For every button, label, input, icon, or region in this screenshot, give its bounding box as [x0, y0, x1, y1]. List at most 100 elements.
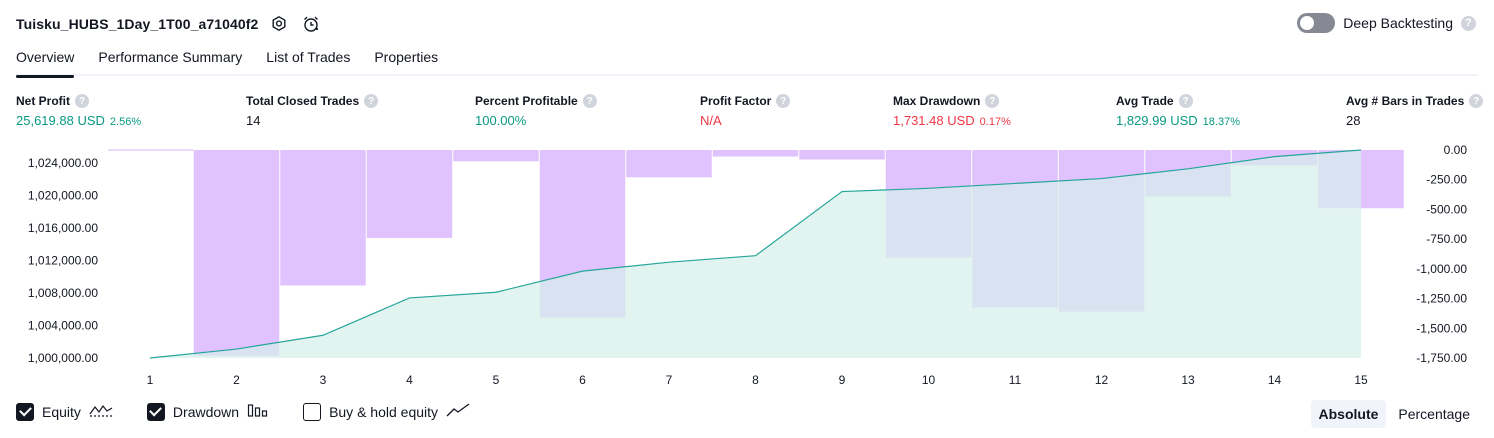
drawdown-bar[interactable] — [453, 150, 539, 162]
right-tick-label: -500.00 — [1426, 202, 1467, 216]
right-tick-label: -1,750.00 — [1416, 351, 1467, 365]
drawdown-bar[interactable] — [799, 150, 885, 160]
help-icon[interactable]: ? — [75, 94, 89, 108]
metrics-bar: Net Profit? 25,619.88 USD 2.56% Total Clo… — [16, 94, 1484, 134]
report-tabs: Overview Performance Summary List of Tra… — [16, 44, 1478, 78]
right-tick-label: -1,250.00 — [1416, 292, 1467, 306]
help-icon[interactable]: ? — [776, 94, 791, 108]
drawdown-bar[interactable] — [626, 150, 712, 178]
metric-value: 25,619.88 USD — [16, 113, 105, 128]
drawdown-bars-icon — [247, 402, 269, 421]
help-icon[interactable]: ? — [985, 94, 1000, 108]
metric-label: Avg # Bars in Trades — [1346, 94, 1465, 108]
left-tick-label: 1,016,000.00 — [28, 221, 98, 235]
x-axis-ticks: 1 2 3 4 5 6 7 8 9 10 11 12 13 14 15 — [147, 373, 1368, 387]
equity-wave-icon — [89, 402, 113, 421]
metric-value: 1,829.99 USD — [1116, 113, 1198, 128]
right-tick-label: -1,500.00 — [1416, 321, 1467, 335]
left-axis-ticks: 1,000,000.00 1,004,000.00 1,008,000.00 1,01… — [28, 156, 98, 365]
x-tick-label: 12 — [1095, 373, 1109, 387]
x-tick-label: 13 — [1181, 373, 1195, 387]
strategy-header: Tuisku_HUBS_1Day_1T00_a71040f2 — [16, 10, 322, 38]
tab-overview[interactable]: Overview — [16, 44, 75, 78]
tab-properties[interactable]: Properties — [374, 49, 439, 65]
metric-percent: 2.56% — [109, 116, 142, 128]
equity-fill — [150, 150, 1361, 358]
metric-value: 100.00% — [475, 113, 527, 128]
drawdown-bar[interactable] — [712, 150, 799, 157]
metric-total-closed-trades: Total Closed Trades? 14 — [246, 94, 379, 128]
tab-list-of-trades[interactable]: List of Trades — [266, 49, 351, 65]
settings-icon[interactable] — [268, 13, 290, 35]
metric-label: Percent Profitable — [475, 94, 578, 108]
tab-performance-summary[interactable]: Performance Summary — [98, 49, 243, 65]
legend-drawdown[interactable]: Drawdown — [146, 402, 269, 421]
help-icon[interactable]: ? — [1461, 15, 1476, 31]
equity-line[interactable] — [149, 149, 1362, 359]
x-tick-label: 10 — [922, 373, 936, 387]
x-tick-label: 14 — [1268, 373, 1282, 387]
legend-equity[interactable]: Equity — [16, 402, 113, 421]
buy-hold-checkbox[interactable] — [303, 402, 322, 421]
drawdown-bar[interactable] — [280, 150, 366, 286]
metric-max-drawdown: Max Drawdown? 1,731.48 USD 0.17% — [893, 94, 1011, 128]
x-tick-label: 2 — [233, 373, 240, 387]
left-tick-label: 1,012,000.00 — [28, 254, 98, 268]
deep-backtesting-label: Deep Backtesting — [1343, 15, 1453, 31]
left-tick-label: 1,020,000.00 — [28, 189, 98, 203]
metric-percent-profitable: Percent Profitable? 100.00% — [475, 94, 597, 128]
right-tick-label: -250.00 — [1426, 173, 1467, 187]
x-tick-label: 4 — [406, 373, 413, 387]
x-tick-label: 1 — [147, 373, 154, 387]
left-tick-label: 1,000,000.00 — [28, 351, 98, 365]
x-tick-label: 9 — [839, 373, 846, 387]
metric-value: N/A — [700, 113, 722, 128]
metric-value: 28 — [1346, 113, 1361, 128]
x-tick-label: 15 — [1354, 373, 1368, 387]
metric-avg-trade: Avg Trade? 1,829.99 USD 18.37% — [1116, 94, 1240, 128]
drawdown-bar[interactable] — [366, 150, 453, 238]
absolute-button[interactable]: Absolute — [1310, 400, 1387, 428]
metric-percent: 0.17% — [979, 116, 1011, 128]
left-tick-label: 1,024,000.00 — [28, 156, 98, 170]
legend-label: Drawdown — [172, 403, 240, 420]
chart-legend: Equity Drawdown Buy & hold equity — [16, 402, 470, 421]
left-tick-label: 1,004,000.00 — [28, 319, 98, 333]
help-icon[interactable]: ? — [1178, 94, 1193, 108]
right-tick-label: -750.00 — [1426, 232, 1467, 246]
x-tick-label: 6 — [579, 373, 586, 387]
help-icon[interactable]: ? — [1469, 94, 1484, 108]
metric-percent: 18.37% — [1202, 116, 1240, 128]
metric-label: Avg Trade — [1116, 94, 1174, 108]
metric-label: Total Closed Trades — [246, 94, 360, 108]
legend-buy-hold[interactable]: Buy & hold equity — [303, 402, 470, 421]
help-icon[interactable]: ? — [582, 94, 597, 108]
equity-checkbox[interactable] — [16, 402, 34, 421]
equity-drawdown-chart[interactable]: 1,000,000.00 1,004,000.00 1,008,000.00 1,01… — [0, 140, 1494, 396]
metric-avg-bars-in-trades: Avg # Bars in Trades? 28 — [1346, 94, 1484, 128]
metric-net-profit: Net Profit? 25,619.88 USD 2.56% — [16, 94, 141, 128]
deep-backtesting-toggle[interactable] — [1297, 13, 1336, 33]
equity-area — [149, 149, 1362, 359]
metric-label: Max Drawdown — [893, 94, 981, 108]
x-tick-label: 3 — [320, 373, 327, 387]
deep-backtesting-control: Deep Backtesting ? — [1297, 13, 1476, 33]
metric-label: Net Profit — [16, 94, 70, 108]
x-tick-label: 5 — [493, 373, 500, 387]
drawdown-checkbox[interactable] — [146, 402, 165, 421]
value-mode-switch: Absolute Percentage — [1310, 400, 1479, 428]
metric-label: Profit Factor — [700, 94, 772, 108]
x-tick-label: 11 — [1009, 373, 1022, 387]
right-tick-label: -1,000.00 — [1416, 262, 1467, 276]
percentage-button[interactable]: Percentage — [1398, 406, 1470, 422]
help-icon[interactable]: ? — [364, 94, 379, 108]
right-tick-label: 0.00 — [1444, 143, 1468, 157]
metric-profit-factor: Profit Factor? N/A — [700, 94, 791, 128]
left-tick-label: 1,008,000.00 — [28, 286, 98, 300]
drawdown-bar[interactable] — [193, 150, 280, 356]
alarm-clock-icon[interactable] — [300, 13, 322, 35]
strategy-title: Tuisku_HUBS_1Day_1T00_a71040f2 — [16, 16, 259, 32]
right-axis-ticks: 0.00 -250.00 -500.00 -750.00 -1,000.00 -1,250… — [1416, 143, 1467, 365]
buy-hold-line-icon — [446, 402, 470, 421]
x-tick-label: 7 — [666, 373, 673, 387]
